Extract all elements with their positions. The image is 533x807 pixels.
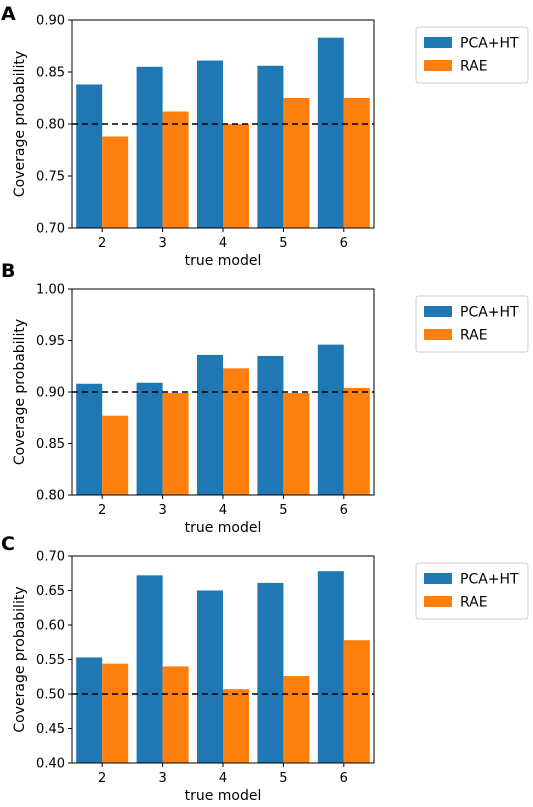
bar-pca-ht-2 (76, 657, 103, 763)
x-tick-label: 6 (340, 771, 348, 786)
bar-rae-4 (223, 689, 249, 763)
x-tick-label: 2 (98, 236, 106, 251)
legend-swatch-pca-ht (424, 573, 452, 584)
y-axis-label: Coverage probability (12, 586, 28, 732)
y-tick-label: 0.65 (36, 584, 65, 599)
bar-pca-ht-2 (76, 84, 103, 228)
x-tick-label: 5 (279, 771, 287, 786)
legend: PCA+HT RAE (415, 26, 529, 84)
panel-letter: B (1, 260, 15, 282)
bar-rae-4 (223, 368, 249, 495)
chart-panel-b: B 0.80 0.85 0.90 0.95 1.00 2 3 4 5 6 true model Cove… (1, 260, 529, 536)
y-axis-label: Coverage probability (12, 319, 28, 465)
x-axis-label: true model (185, 788, 262, 802)
legend-label: RAE (460, 328, 488, 344)
x-tick-label: 4 (219, 771, 227, 786)
bar-pca-ht-5 (257, 355, 284, 495)
y-tick-label: 1.00 (36, 283, 65, 298)
legend: PCA+HT RAE (415, 562, 529, 620)
legend-swatch-rae (424, 596, 452, 607)
bar-rae-5 (283, 98, 310, 228)
x-tick-label: 4 (219, 236, 227, 251)
y-tick-label: 0.45 (36, 722, 65, 737)
bar-rae-6 (343, 98, 370, 228)
bar-rae-6 (343, 640, 370, 763)
bar-rae-3 (162, 393, 189, 495)
panel-letter: C (1, 533, 15, 555)
bar-pca-ht-3 (136, 382, 163, 495)
y-tick-label: 0.95 (36, 334, 65, 349)
bar-pca-ht-6 (317, 344, 344, 495)
panel-letter: A (1, 3, 16, 25)
bar-rae-2 (102, 136, 129, 228)
x-tick-label: 5 (279, 236, 287, 251)
y-tick-label: 0.75 (36, 170, 65, 185)
bar-rae-5 (283, 393, 310, 495)
bar-rae-5 (283, 676, 310, 763)
bar-pca-ht-3 (136, 575, 163, 763)
y-tick-label: 0.90 (36, 14, 65, 29)
x-tick-label: 2 (98, 503, 106, 518)
bar-rae-3 (162, 111, 189, 228)
bar-pca-ht-6 (317, 571, 344, 763)
x-tick-label: 2 (98, 771, 106, 786)
bar-pca-ht-4 (197, 60, 223, 229)
bar-pca-ht-4 (197, 354, 223, 495)
bar-rae-2 (102, 415, 129, 495)
y-tick-label: 0.85 (36, 437, 65, 452)
x-tick-label: 3 (158, 503, 166, 518)
legend-swatch-pca-ht (424, 306, 452, 317)
bar-rae-6 (343, 387, 370, 495)
y-tick-label: 0.70 (36, 550, 65, 565)
y-tick-label: 0.80 (36, 118, 65, 133)
y-tick-label: 0.85 (36, 66, 65, 81)
x-tick-label: 6 (340, 503, 348, 518)
legend-swatch-rae (424, 329, 452, 340)
y-tick-label: 0.40 (36, 757, 65, 772)
y-tick-label: 0.70 (36, 222, 65, 237)
bar-pca-ht-5 (257, 582, 284, 763)
legend-label: RAE (460, 59, 488, 75)
bar-pca-ht-2 (76, 383, 103, 495)
x-tick-label: 3 (158, 771, 166, 786)
legend-label: PCA+HT (460, 572, 519, 588)
y-tick-label: 0.50 (36, 688, 65, 703)
legend-label: PCA+HT (460, 36, 519, 52)
bar-pca-ht-3 (136, 66, 163, 228)
x-tick-label: 3 (158, 236, 166, 251)
bar-rae-4 (223, 124, 249, 228)
legend: PCA+HT RAE (415, 295, 529, 353)
bar-pca-ht-4 (197, 590, 223, 763)
chart-panel-a: A 0.70 0.75 0.80 0.85 0.90 2 3 4 5 6 true model Cove… (1, 3, 529, 269)
x-axis-label: true model (185, 520, 262, 536)
legend-label: PCA+HT (460, 305, 519, 321)
x-tick-label: 5 (279, 503, 287, 518)
bar-rae-3 (162, 666, 189, 763)
y-tick-label: 0.55 (36, 653, 65, 668)
y-tick-label: 0.90 (36, 386, 65, 401)
bar-pca-ht-6 (317, 37, 344, 229)
bar-rae-2 (102, 663, 129, 763)
y-axis-label: Coverage probability (12, 51, 28, 197)
chart-panel-c: C 0.40 0.45 0.50 0.55 0.60 0.65 0.70 2 3 4 5 6 true m… (1, 533, 529, 804)
y-tick-label: 0.80 (36, 489, 65, 504)
legend-swatch-rae (424, 60, 452, 71)
x-axis-label: true model (185, 253, 262, 269)
y-tick-label: 0.60 (36, 619, 65, 634)
x-tick-label: 6 (340, 236, 348, 251)
legend-label: RAE (460, 595, 488, 611)
bar-pca-ht-5 (257, 65, 284, 228)
x-tick-label: 4 (219, 503, 227, 518)
legend-swatch-pca-ht (424, 37, 452, 48)
